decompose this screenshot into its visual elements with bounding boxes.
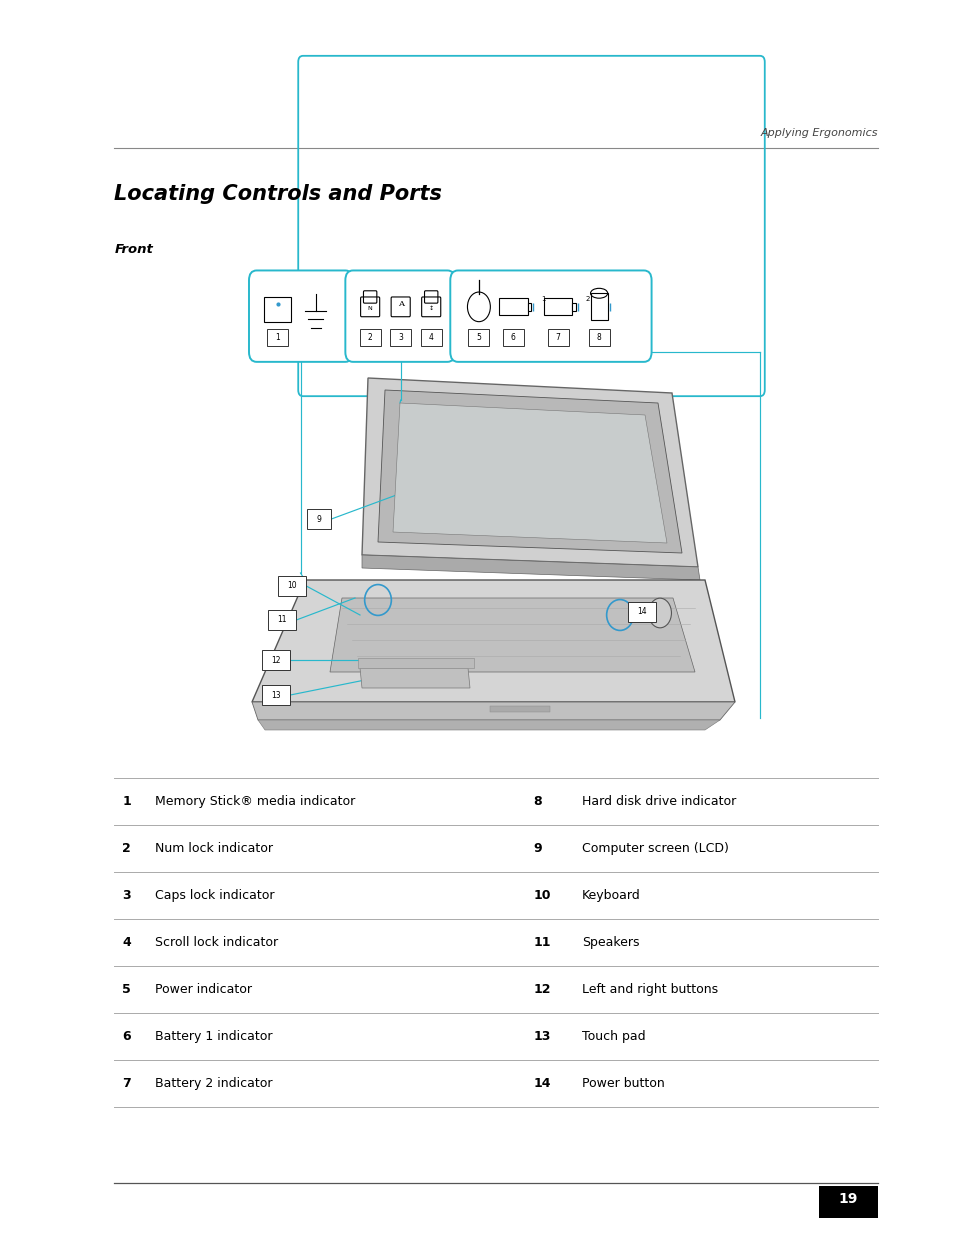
Polygon shape <box>252 701 734 720</box>
Text: 10: 10 <box>533 889 550 902</box>
Bar <box>264 296 291 321</box>
Bar <box>502 329 523 346</box>
Text: Computer screen (LCD): Computer screen (LCD) <box>581 842 728 855</box>
FancyBboxPatch shape <box>391 296 410 316</box>
Polygon shape <box>359 668 470 688</box>
Text: Num lock indicator: Num lock indicator <box>154 842 273 855</box>
Bar <box>588 329 609 346</box>
Bar <box>306 509 331 529</box>
Bar <box>420 329 441 346</box>
Polygon shape <box>361 378 698 567</box>
Polygon shape <box>357 658 474 668</box>
Text: Keyboard: Keyboard <box>581 889 640 902</box>
Text: Power button: Power button <box>581 1077 664 1089</box>
Polygon shape <box>377 390 681 553</box>
Text: 4: 4 <box>428 332 434 342</box>
Text: Applying Ergonomics: Applying Ergonomics <box>760 128 877 138</box>
Text: 10: 10 <box>287 582 296 590</box>
Text: 9: 9 <box>533 842 541 855</box>
Text: 6: 6 <box>510 332 516 342</box>
Text: Battery 2 indicator: Battery 2 indicator <box>154 1077 272 1089</box>
Text: 11: 11 <box>533 936 550 948</box>
Bar <box>498 298 527 315</box>
Text: 6: 6 <box>122 1030 131 1042</box>
Bar <box>277 576 306 595</box>
Text: Power indicator: Power indicator <box>154 983 252 995</box>
Text: 3: 3 <box>397 332 403 342</box>
FancyBboxPatch shape <box>360 296 379 316</box>
Text: Front: Front <box>114 242 153 256</box>
Text: 1: 1 <box>122 795 131 808</box>
Bar <box>527 303 531 310</box>
FancyBboxPatch shape <box>249 270 353 362</box>
Text: 2: 2 <box>368 332 372 342</box>
Text: Touch pad: Touch pad <box>581 1030 645 1042</box>
Text: 8: 8 <box>597 332 600 342</box>
Text: Locating Controls and Ports: Locating Controls and Ports <box>114 184 442 204</box>
Text: 5: 5 <box>122 983 131 995</box>
Bar <box>261 685 290 705</box>
Text: 9: 9 <box>316 515 321 524</box>
Bar <box>268 610 296 630</box>
Text: 13: 13 <box>533 1030 550 1042</box>
Bar <box>572 303 576 310</box>
Bar <box>543 298 572 315</box>
Text: Memory Stick® media indicator: Memory Stick® media indicator <box>154 795 355 808</box>
Text: 8: 8 <box>533 795 541 808</box>
Text: Battery 1 indicator: Battery 1 indicator <box>154 1030 272 1042</box>
Text: 3: 3 <box>122 889 131 902</box>
Text: 7: 7 <box>122 1077 131 1089</box>
Text: 7: 7 <box>555 332 560 342</box>
Text: A: A <box>397 300 403 309</box>
Bar <box>261 650 290 669</box>
Text: 4: 4 <box>122 936 131 948</box>
Bar <box>468 329 489 346</box>
Polygon shape <box>257 720 720 730</box>
Text: Caps lock indicator: Caps lock indicator <box>154 889 274 902</box>
Bar <box>359 329 380 346</box>
Text: Scroll lock indicator: Scroll lock indicator <box>154 936 277 948</box>
Polygon shape <box>252 580 734 701</box>
Text: N: N <box>368 305 372 310</box>
Text: 2: 2 <box>585 296 590 303</box>
Bar <box>627 603 656 622</box>
Text: 11: 11 <box>277 615 287 625</box>
Bar <box>590 293 607 320</box>
Circle shape <box>648 598 671 627</box>
Text: 14: 14 <box>533 1077 550 1089</box>
Text: 12: 12 <box>271 656 280 664</box>
Text: 13: 13 <box>271 690 280 699</box>
Text: 12: 12 <box>533 983 550 995</box>
Text: 1: 1 <box>540 296 545 303</box>
Text: 5: 5 <box>476 332 481 342</box>
Polygon shape <box>490 706 550 713</box>
Bar <box>267 329 288 346</box>
FancyBboxPatch shape <box>345 270 455 362</box>
Text: 14: 14 <box>637 608 646 616</box>
Polygon shape <box>330 598 695 672</box>
Bar <box>818 1186 877 1218</box>
Text: Speakers: Speakers <box>581 936 639 948</box>
Text: 2: 2 <box>122 842 131 855</box>
FancyBboxPatch shape <box>421 296 440 316</box>
Text: ↕: ↕ <box>428 305 434 310</box>
Text: Left and right buttons: Left and right buttons <box>581 983 718 995</box>
Text: 19: 19 <box>838 1192 857 1207</box>
Text: Hard disk drive indicator: Hard disk drive indicator <box>581 795 736 808</box>
Polygon shape <box>361 555 700 580</box>
Bar <box>547 329 568 346</box>
FancyBboxPatch shape <box>450 270 651 362</box>
Polygon shape <box>393 403 666 543</box>
Text: 1: 1 <box>275 332 279 342</box>
Bar <box>390 329 411 346</box>
